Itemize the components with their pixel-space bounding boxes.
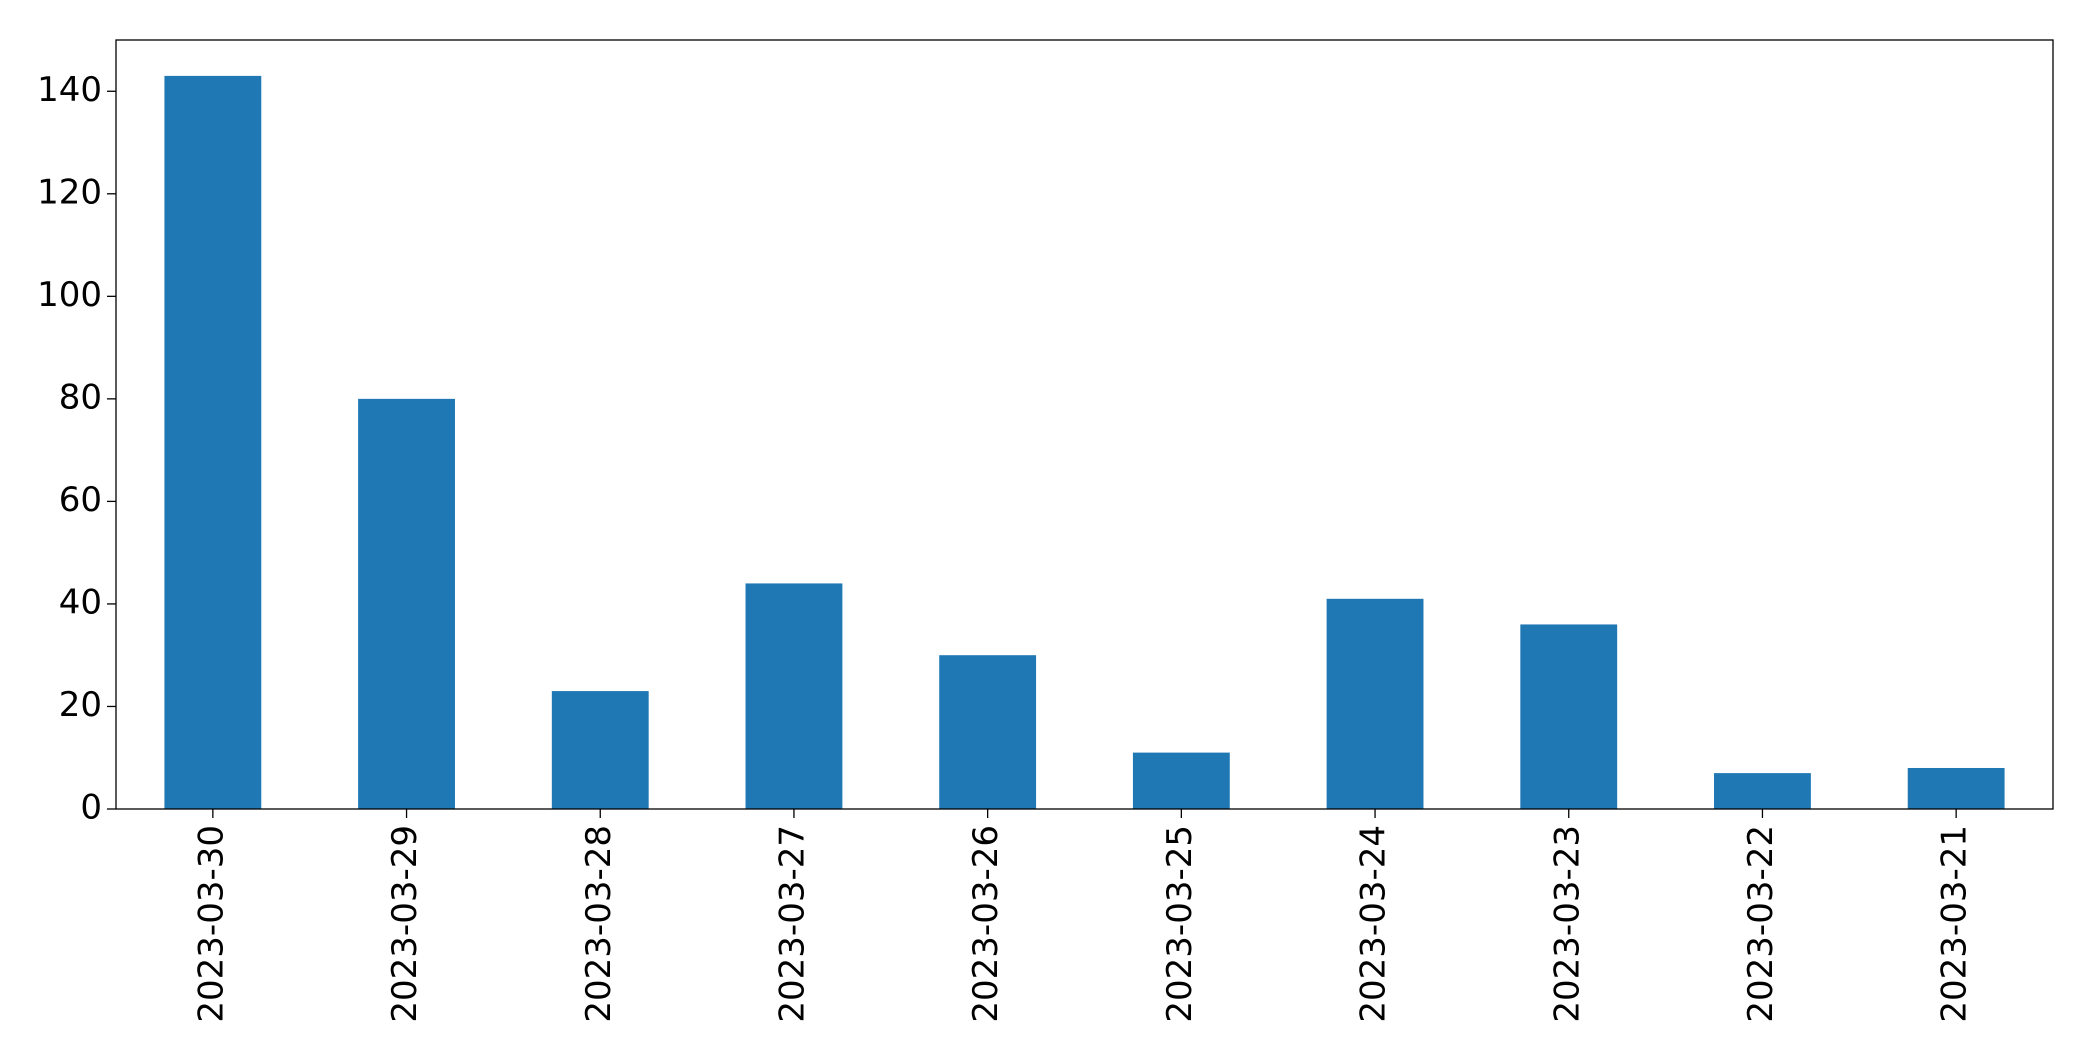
bar xyxy=(1520,624,1618,809)
y-tick-label: 140 xyxy=(37,70,102,110)
bar xyxy=(1907,767,2005,809)
x-tick-label: 2023-03-29 xyxy=(385,825,425,1023)
y-tick-label: 100 xyxy=(37,275,102,315)
x-tick-label: 2023-03-21 xyxy=(1935,825,1975,1023)
y-tick-label: 0 xyxy=(80,788,102,828)
bar xyxy=(1714,773,1811,809)
bar xyxy=(164,75,262,810)
x-tick-label: 2023-03-27 xyxy=(772,825,812,1023)
x-tick-label: 2023-03-28 xyxy=(579,825,619,1023)
bar xyxy=(745,583,843,809)
x-tick-label: 2023-03-22 xyxy=(1741,825,1781,1023)
y-tick-label: 80 xyxy=(59,377,102,417)
bar xyxy=(1132,752,1230,809)
x-tick-label: 2023-03-26 xyxy=(966,825,1006,1023)
bar xyxy=(939,655,1037,809)
bar xyxy=(358,398,455,809)
x-tick-label: 2023-03-30 xyxy=(191,825,231,1023)
y-tick-label: 40 xyxy=(59,582,102,622)
x-tick-label: 2023-03-23 xyxy=(1547,825,1587,1023)
y-tick-label: 120 xyxy=(37,172,102,212)
y-tick-label: 60 xyxy=(59,480,102,520)
y-tick-label: 20 xyxy=(59,685,102,725)
bar xyxy=(1326,598,1424,809)
bar xyxy=(551,691,649,809)
x-tick-label: 2023-03-25 xyxy=(1160,825,1200,1023)
plot-frame xyxy=(115,39,2054,810)
x-tick-label: 2023-03-24 xyxy=(1354,825,1394,1023)
